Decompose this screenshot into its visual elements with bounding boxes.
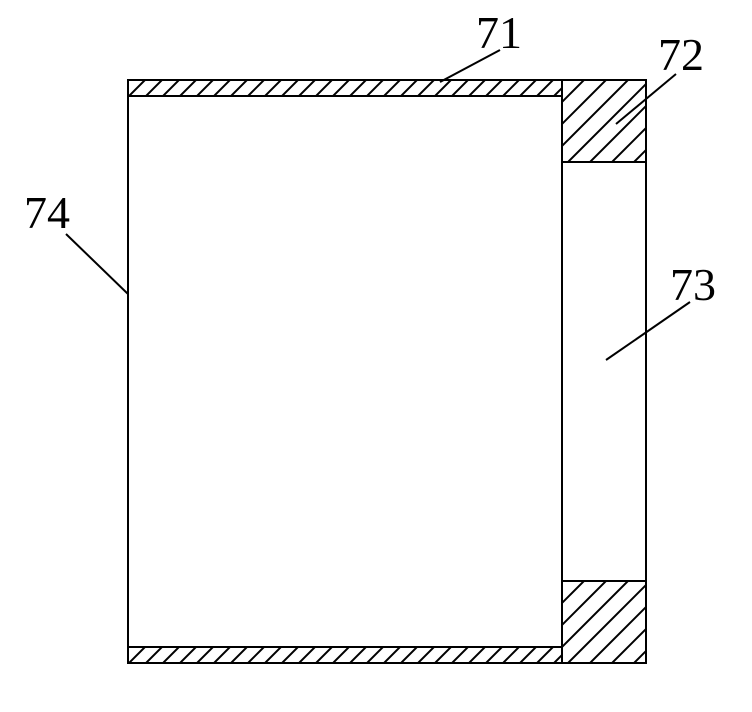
label-71: 71 [476, 7, 522, 58]
label-73: 73 [670, 259, 716, 310]
label-72: 72 [658, 29, 704, 80]
label-74: 74 [24, 187, 70, 238]
